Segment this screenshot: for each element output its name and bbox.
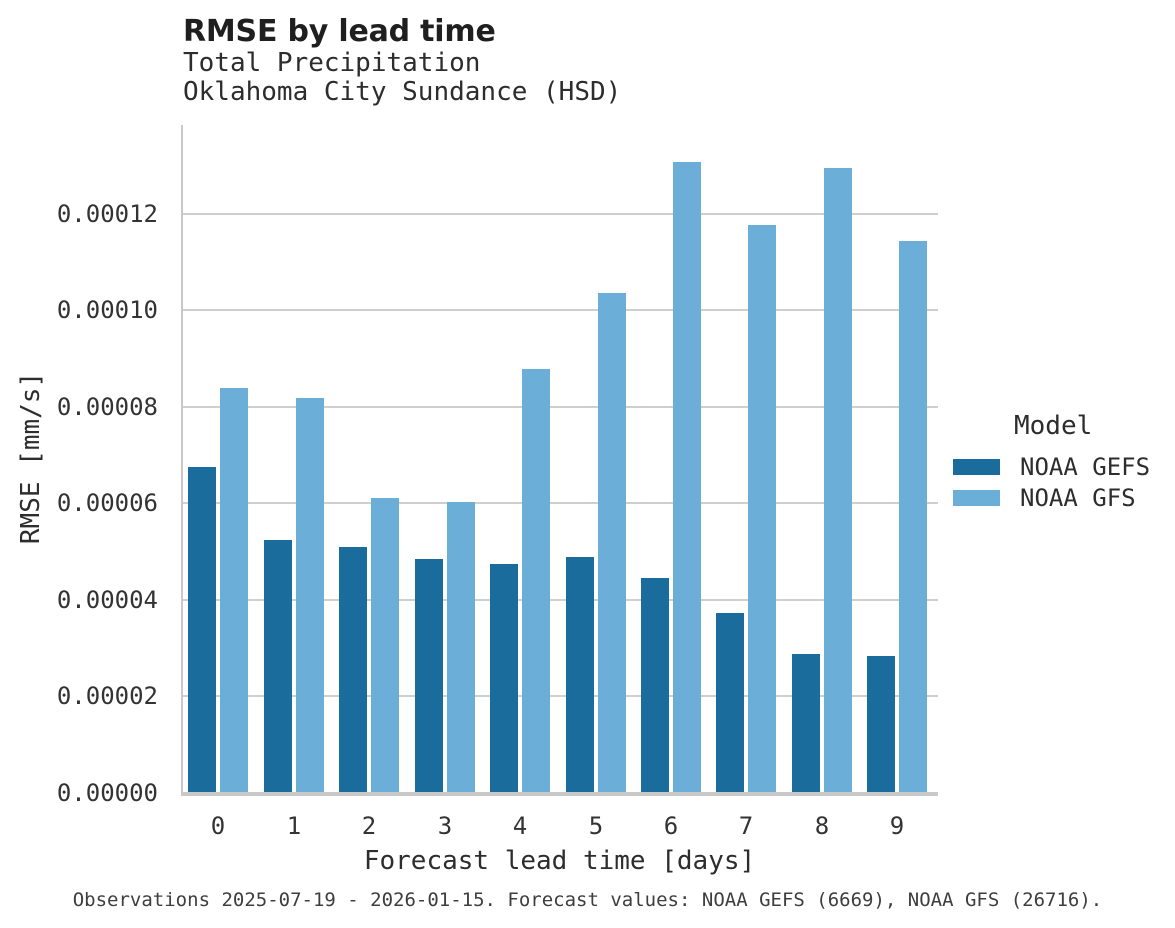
x-tick-label: 7 bbox=[738, 812, 754, 840]
x-axis-label: Forecast lead time [days] bbox=[363, 846, 756, 876]
gridline bbox=[181, 309, 938, 311]
y-tick-label: 0.00006 bbox=[56, 489, 158, 517]
bar-noaa-gfs-lead-4 bbox=[522, 369, 550, 792]
bar-noaa-gfs-lead-2 bbox=[371, 498, 399, 792]
bar-noaa-gefs-lead-3 bbox=[415, 559, 443, 792]
y-tick-label: 0.00000 bbox=[56, 779, 158, 807]
bar-noaa-gfs-lead-1 bbox=[296, 398, 324, 792]
bar-noaa-gefs-lead-6 bbox=[641, 578, 669, 792]
chart-title: RMSE by lead time bbox=[183, 14, 496, 49]
bar-noaa-gefs-lead-7 bbox=[716, 613, 744, 792]
chart-subtitle: Total Precipitation Oklahoma City Sundan… bbox=[183, 49, 621, 107]
bar-noaa-gfs-lead-9 bbox=[899, 241, 927, 792]
bar-noaa-gefs-lead-9 bbox=[867, 656, 895, 792]
legend-swatch-icon bbox=[953, 489, 1000, 506]
bar-noaa-gfs-lead-0 bbox=[220, 388, 248, 792]
bar-noaa-gefs-lead-1 bbox=[264, 540, 292, 792]
bar-noaa-gfs-lead-5 bbox=[598, 293, 626, 792]
bar-noaa-gefs-lead-5 bbox=[566, 557, 594, 792]
x-tick-label: 1 bbox=[286, 812, 302, 840]
gridline bbox=[181, 406, 938, 408]
x-tick-label: 0 bbox=[210, 812, 226, 840]
x-tick-label: 3 bbox=[437, 812, 453, 840]
chart-subtitle-line1: Total Precipitation bbox=[183, 48, 481, 78]
y-tick-label: 0.00002 bbox=[56, 682, 158, 710]
legend-label: NOAA GFS bbox=[1020, 483, 1136, 512]
x-tick-label: 2 bbox=[361, 812, 377, 840]
bar-noaa-gefs-lead-2 bbox=[339, 547, 367, 792]
legend-label: NOAA GEFS bbox=[1020, 452, 1151, 481]
y-tick-label: 0.00010 bbox=[56, 296, 158, 324]
legend-item: NOAA GEFS bbox=[953, 451, 1150, 482]
y-tick-label: 0.00004 bbox=[56, 586, 158, 614]
legend-item: NOAA GFS bbox=[953, 482, 1150, 513]
bar-noaa-gfs-lead-7 bbox=[748, 225, 776, 792]
gridline bbox=[181, 695, 938, 697]
x-tick-label: 5 bbox=[588, 812, 604, 840]
x-tick-label: 8 bbox=[814, 812, 830, 840]
legend-swatch-icon bbox=[953, 458, 1000, 475]
legend-title: Model bbox=[1014, 411, 1093, 441]
legend-items: NOAA GEFS NOAA GFS bbox=[953, 451, 1150, 513]
y-axis-spine bbox=[181, 125, 183, 796]
x-tick-label: 4 bbox=[512, 812, 528, 840]
x-tick-label: 9 bbox=[889, 812, 905, 840]
y-tick-label: 0.00008 bbox=[56, 393, 158, 421]
bar-noaa-gfs-lead-3 bbox=[447, 502, 475, 792]
bar-noaa-gefs-lead-8 bbox=[792, 654, 820, 792]
bar-noaa-gfs-lead-8 bbox=[824, 168, 852, 792]
gridline bbox=[181, 599, 938, 601]
gridline bbox=[181, 213, 938, 215]
bar-noaa-gefs-lead-0 bbox=[188, 467, 216, 792]
x-axis-spine bbox=[181, 792, 938, 796]
gridline bbox=[181, 502, 938, 504]
bar-noaa-gefs-lead-4 bbox=[490, 564, 518, 792]
chart-subtitle-line2: Oklahoma City Sundance (HSD) bbox=[183, 77, 622, 107]
bar-noaa-gfs-lead-6 bbox=[673, 162, 701, 792]
footer-note: Observations 2025-07-19 - 2026-01-15. Fo… bbox=[72, 889, 1103, 911]
x-tick-label: 6 bbox=[663, 812, 679, 840]
y-tick-label: 0.00012 bbox=[56, 200, 158, 228]
